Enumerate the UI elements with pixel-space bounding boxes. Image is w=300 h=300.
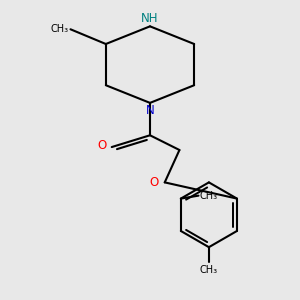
Text: O: O bbox=[97, 139, 106, 152]
Text: CH₃: CH₃ bbox=[200, 190, 218, 201]
Text: O: O bbox=[149, 176, 158, 189]
Text: CH₃: CH₃ bbox=[51, 24, 69, 34]
Text: NH: NH bbox=[141, 12, 159, 25]
Text: N: N bbox=[146, 104, 154, 117]
Text: CH₃: CH₃ bbox=[200, 265, 218, 275]
